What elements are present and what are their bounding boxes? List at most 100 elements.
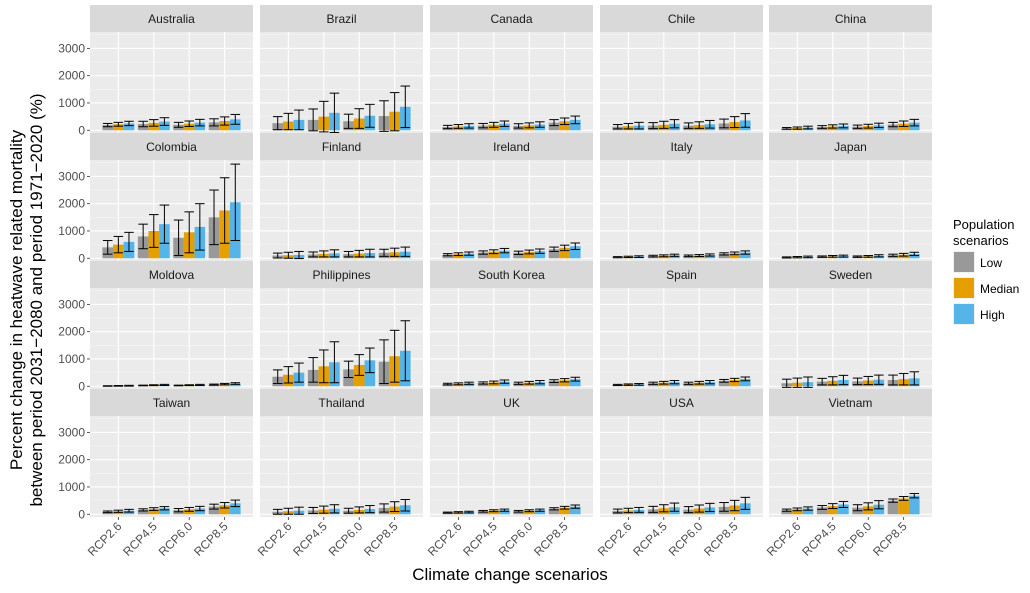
x-tick-label: RCP8.5 bbox=[531, 519, 571, 559]
x-axis-title: Climate change scenarios bbox=[412, 565, 608, 584]
bar bbox=[898, 498, 909, 515]
bar bbox=[908, 495, 920, 515]
bar bbox=[827, 506, 839, 515]
bar bbox=[499, 250, 510, 259]
facet-china: China bbox=[769, 5, 932, 133]
bar bbox=[159, 121, 170, 131]
facet-label: Canada bbox=[490, 12, 532, 26]
facet-moldova: Moldova 0 1000 2000 3000 bbox=[58, 261, 253, 393]
panel-background bbox=[600, 32, 763, 133]
y-tick-label: 1000 bbox=[58, 96, 85, 110]
facet-finland: Finland bbox=[260, 133, 423, 261]
facet-panels: Australia 0 1000 2000 3000 Brazil Canada Chile C… bbox=[58, 5, 932, 559]
facet-label: Moldova bbox=[149, 268, 195, 282]
bar bbox=[718, 380, 730, 387]
facet-strip bbox=[260, 5, 423, 32]
bar bbox=[488, 382, 500, 387]
facet-strip bbox=[769, 133, 932, 160]
bar bbox=[802, 508, 814, 515]
x-tick-label: RCP2.6 bbox=[425, 519, 465, 559]
facet-label: South Korea bbox=[478, 268, 545, 282]
legend-title-line1: Population bbox=[953, 217, 1014, 232]
bar bbox=[229, 119, 241, 131]
facet-label: Colombia bbox=[146, 140, 197, 154]
bar bbox=[739, 378, 751, 387]
bar bbox=[534, 251, 546, 259]
facet-label: Sweden bbox=[829, 268, 872, 282]
bar bbox=[739, 252, 751, 259]
bar bbox=[364, 360, 376, 387]
bar bbox=[183, 509, 195, 515]
y-axis-title-line1: Percent change in heatwave related morta… bbox=[7, 129, 26, 470]
bar bbox=[513, 252, 524, 259]
x-tick-label: RCP4.5 bbox=[799, 519, 839, 559]
facet-colombia: Colombia 0 1000 2000 3000 bbox=[58, 133, 253, 265]
bar bbox=[718, 253, 730, 259]
bar bbox=[523, 251, 535, 259]
y-tick-label: 3000 bbox=[58, 41, 85, 55]
bar bbox=[559, 507, 570, 515]
y-tick-label: 0 bbox=[78, 123, 85, 137]
bar bbox=[548, 508, 560, 515]
facet-strip bbox=[260, 261, 423, 288]
bar bbox=[569, 379, 581, 387]
panel-background bbox=[260, 160, 423, 261]
bar bbox=[194, 122, 206, 131]
facet-australia: Australia 0 1000 2000 3000 bbox=[58, 5, 253, 137]
bar bbox=[873, 504, 885, 515]
bar bbox=[513, 511, 524, 515]
x-tick-label: RCP8.5 bbox=[191, 519, 231, 559]
facet-strip bbox=[260, 389, 423, 416]
facet-label: Italy bbox=[670, 140, 692, 154]
bar bbox=[229, 383, 241, 387]
facet-taiwan: Taiwan 0 1000 2000 3000 RCP2.6RCP4.5RCP6.0RCP… bbox=[58, 389, 253, 559]
facet-strip bbox=[90, 261, 253, 288]
panel-background bbox=[90, 288, 253, 389]
bar bbox=[113, 124, 124, 131]
bar bbox=[559, 380, 570, 387]
x-tick-label: RCP6.0 bbox=[666, 519, 706, 559]
bar bbox=[559, 247, 570, 259]
panel-background bbox=[430, 416, 593, 517]
bar bbox=[704, 254, 716, 259]
legend-label-low: Low bbox=[980, 256, 1002, 270]
panel-background bbox=[600, 288, 763, 389]
facet-strip bbox=[90, 389, 253, 416]
y-tick-label: 0 bbox=[78, 251, 85, 265]
bar bbox=[887, 124, 899, 131]
facet-chile: Chile bbox=[600, 5, 763, 133]
legend-label-high: High bbox=[980, 308, 1005, 322]
y-tick-label: 3000 bbox=[58, 297, 85, 311]
x-tick-label: RCP4.5 bbox=[290, 519, 330, 559]
facet-strip bbox=[600, 133, 763, 160]
bar bbox=[442, 254, 454, 259]
panel-background bbox=[430, 288, 593, 389]
bar bbox=[123, 123, 135, 131]
panel-background bbox=[430, 160, 593, 261]
facet-strip bbox=[600, 389, 763, 416]
facet-strip bbox=[90, 5, 253, 32]
bar bbox=[908, 253, 920, 259]
facet-label: Australia bbox=[148, 12, 195, 26]
facet-ireland: Ireland bbox=[430, 133, 593, 261]
facet-strip bbox=[769, 389, 932, 416]
facet-label: USA bbox=[669, 396, 694, 410]
bar bbox=[183, 123, 195, 131]
legend-title-line2: scenarios bbox=[953, 233, 1009, 248]
legend-swatch-high bbox=[954, 304, 974, 324]
x-tick-label: RCP4.5 bbox=[630, 519, 670, 559]
bar bbox=[548, 122, 560, 131]
facet-strip bbox=[769, 261, 932, 288]
facet-italy: Italy bbox=[600, 133, 763, 261]
facet-label: Chile bbox=[668, 12, 696, 26]
y-tick-label: 3000 bbox=[58, 169, 85, 183]
bar bbox=[908, 122, 920, 131]
bar bbox=[102, 125, 114, 131]
bar bbox=[137, 509, 149, 515]
y-axis-title-line2: between period 2031−2080 and period 1971… bbox=[27, 93, 46, 506]
facet-label: Taiwan bbox=[153, 396, 190, 410]
bar bbox=[569, 506, 581, 515]
facet-philippines: Philippines bbox=[260, 261, 423, 389]
